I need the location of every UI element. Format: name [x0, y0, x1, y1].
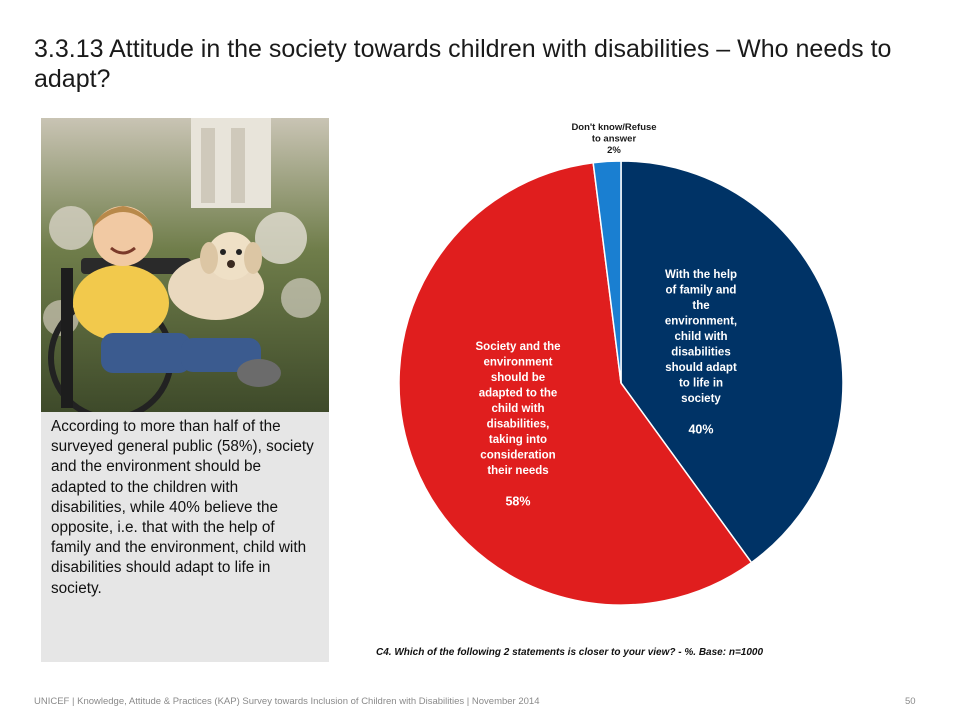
- slice-value-label: 40%: [688, 423, 713, 437]
- footer-text: UNICEF | Knowledge, Attitude & Practices…: [34, 696, 540, 707]
- slice-label: Society and the environment should be adapt…: [476, 341, 561, 477]
- summary-text: According to more than half of the surve…: [41, 412, 329, 662]
- slice-value-label: 58%: [505, 495, 530, 509]
- pie-slice: [620, 160, 844, 564]
- page-number: 50: [905, 696, 916, 707]
- slide-title: 3.3.13 Attitude in the society towards c…: [34, 35, 892, 93]
- pie-slice: [592, 160, 622, 384]
- child-with-dog-photo: [41, 118, 329, 412]
- slice-label: With the help of family and the environment…: [665, 269, 737, 405]
- slice-label: Don't know/Refuse to answer: [571, 122, 656, 145]
- pie-chart: With the help of family and the environment…: [398, 122, 844, 606]
- slice-value-label: 2%: [607, 145, 621, 156]
- pie-slice: [398, 161, 753, 606]
- question-note: C4. Which of the following 2 statements …: [376, 647, 764, 658]
